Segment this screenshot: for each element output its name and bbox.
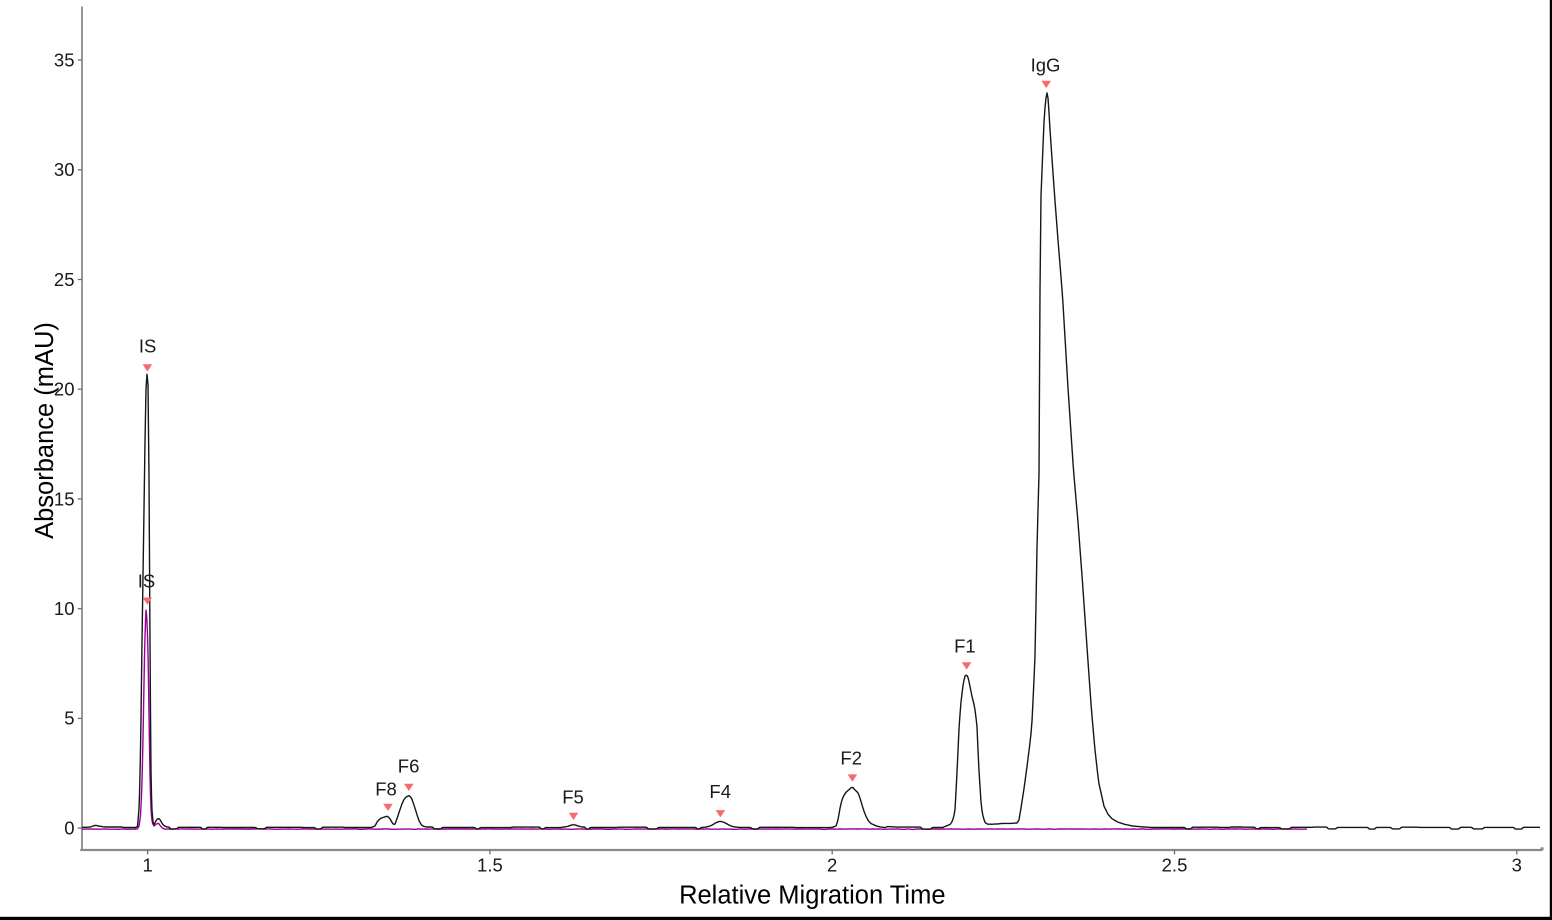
svg-text:5: 5 — [64, 708, 74, 729]
svg-text:Absorbance (mAU): Absorbance (mAU) — [31, 322, 59, 539]
svg-text:10: 10 — [54, 598, 75, 619]
svg-text:3: 3 — [1512, 855, 1522, 876]
svg-text:IS: IS — [139, 335, 156, 356]
svg-text:1: 1 — [142, 855, 152, 876]
svg-text:Relative Migration Time: Relative Migration Time — [679, 882, 945, 910]
svg-text:F8: F8 — [375, 778, 397, 799]
svg-text:2: 2 — [827, 855, 837, 876]
svg-text:F5: F5 — [562, 786, 584, 807]
svg-text:1.5: 1.5 — [477, 855, 503, 876]
svg-text:IgG: IgG — [1031, 55, 1061, 76]
svg-text:25: 25 — [54, 269, 75, 290]
svg-text:30: 30 — [54, 159, 75, 180]
svg-text:IS: IS — [138, 570, 155, 591]
svg-text:15: 15 — [54, 488, 75, 509]
svg-text:F6: F6 — [398, 755, 420, 776]
svg-text:2.5: 2.5 — [1162, 855, 1188, 876]
svg-text:0: 0 — [64, 818, 74, 839]
svg-text:F4: F4 — [709, 781, 731, 802]
svg-text:35: 35 — [54, 49, 75, 70]
svg-text:20: 20 — [54, 379, 75, 400]
svg-text:F2: F2 — [840, 748, 862, 769]
svg-text:F1: F1 — [954, 635, 976, 656]
